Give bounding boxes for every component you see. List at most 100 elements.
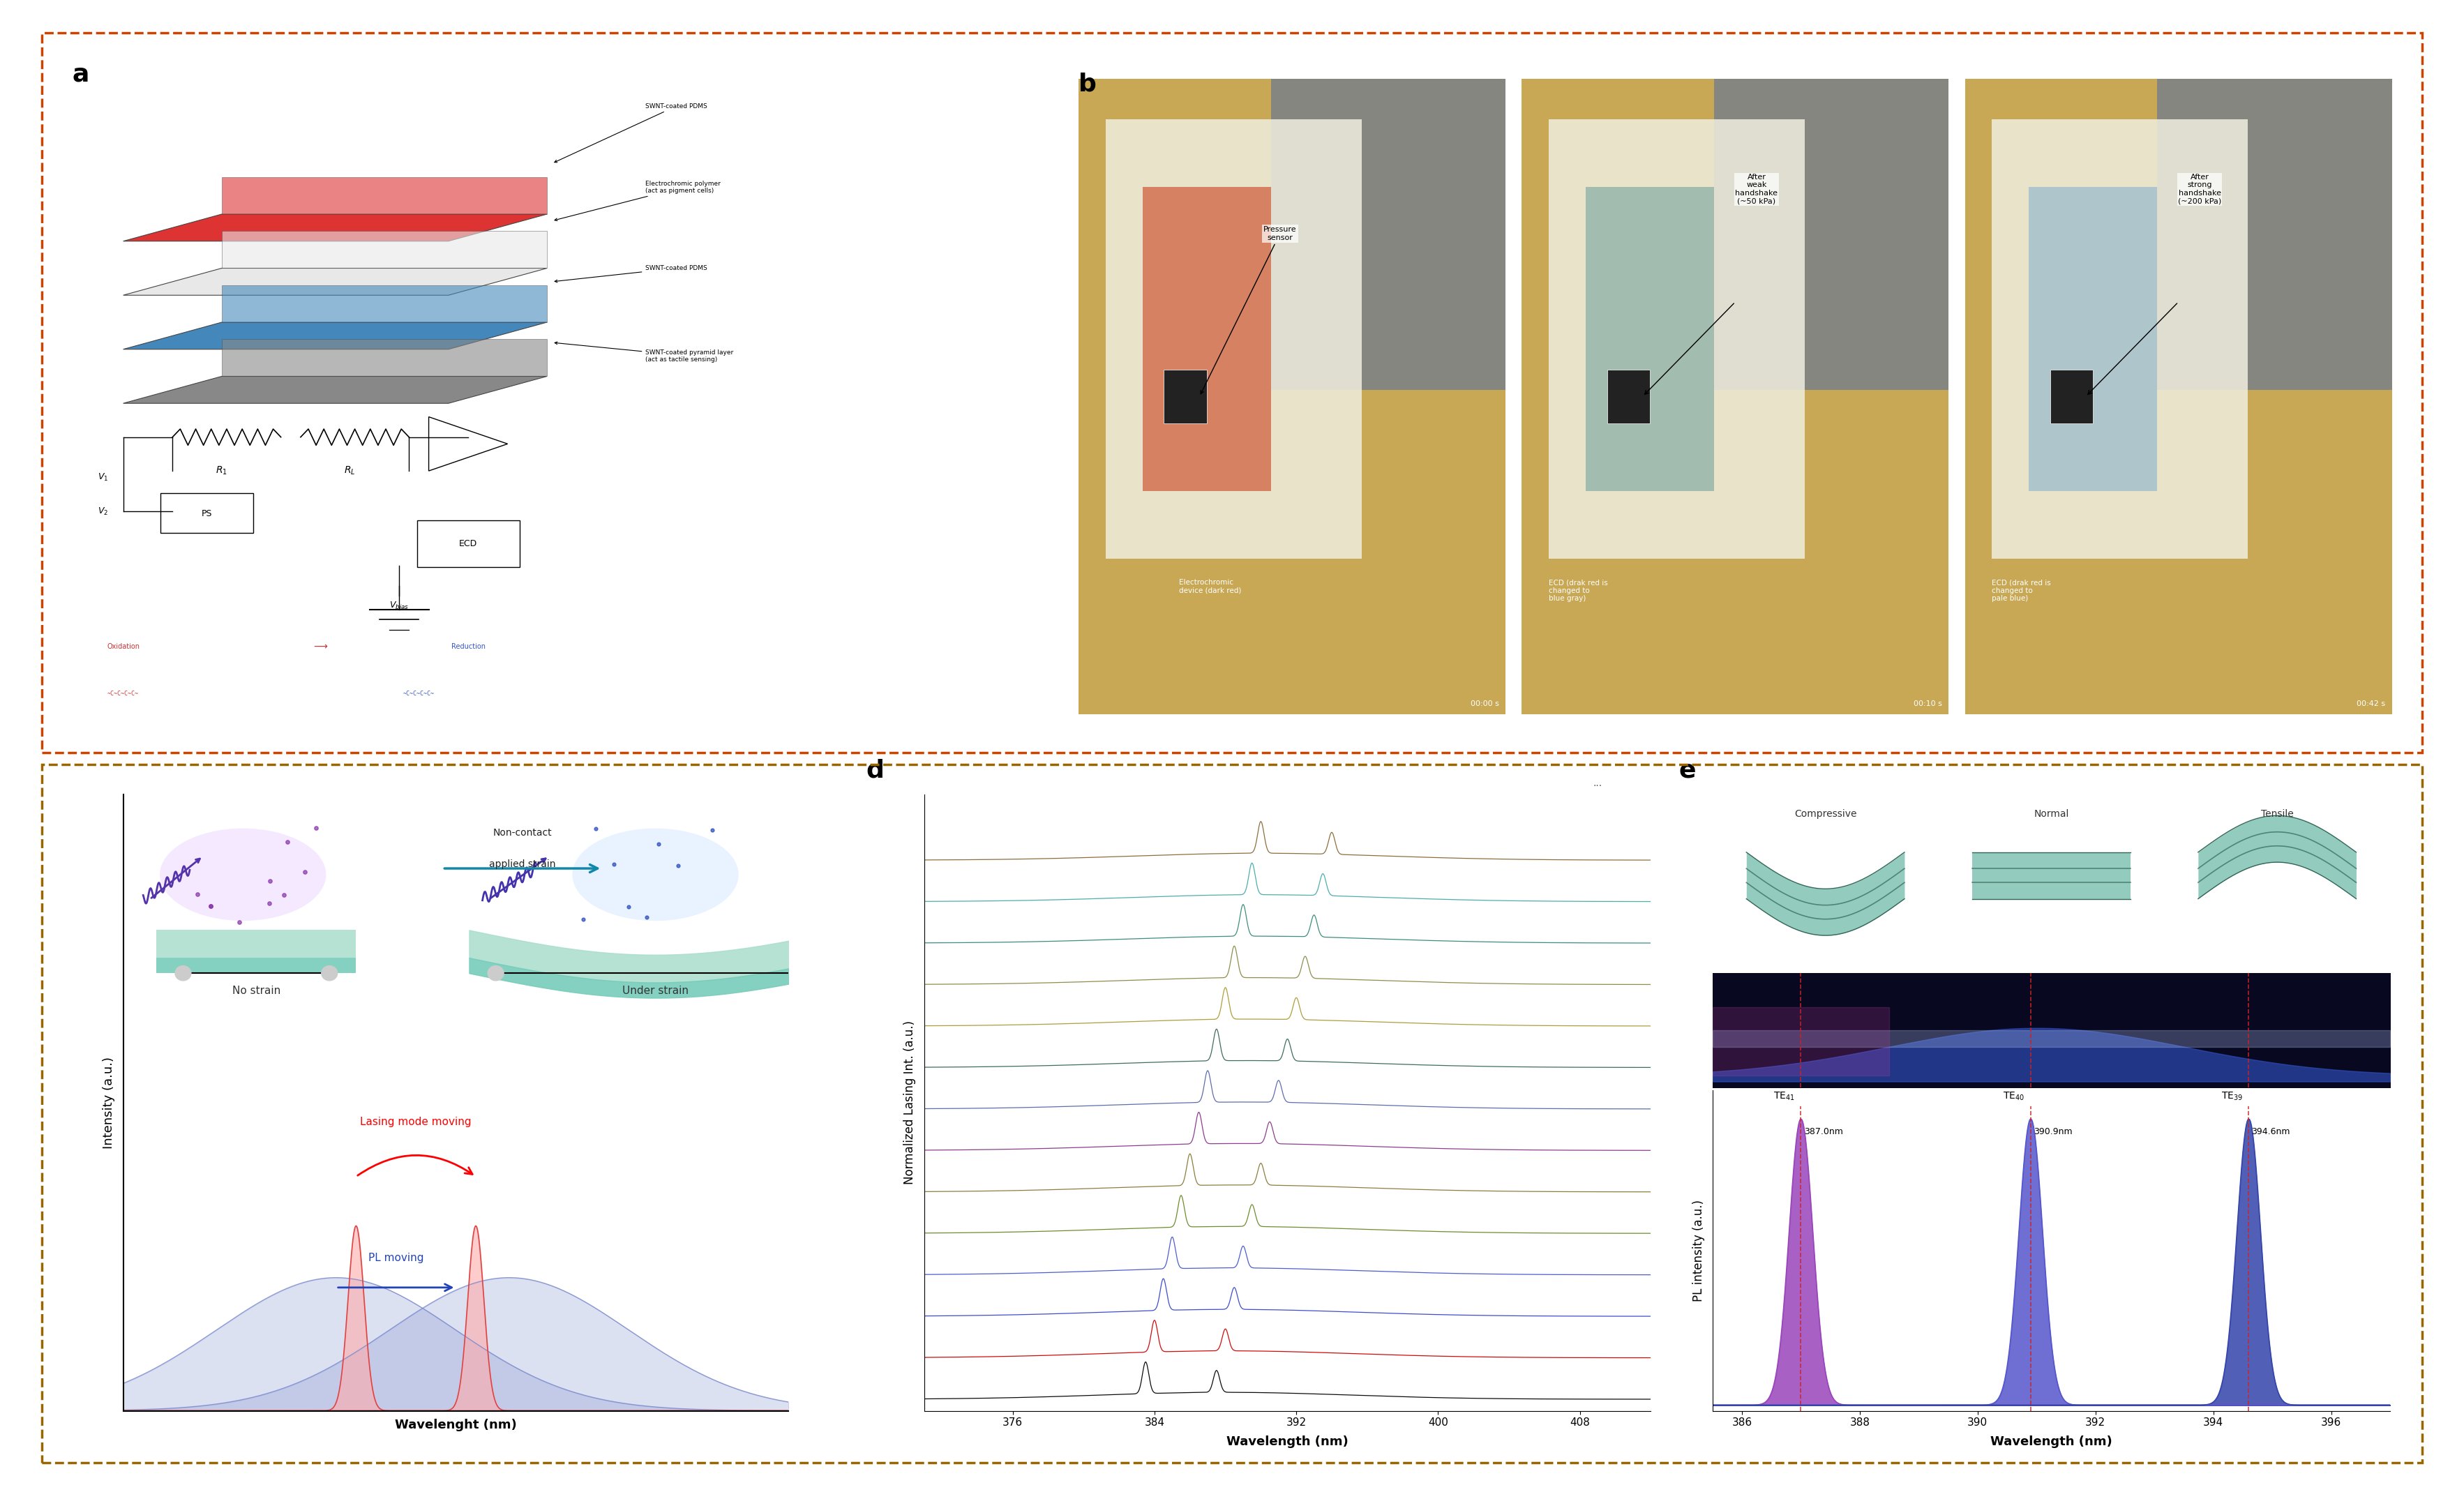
Text: applied strain: applied strain: [488, 860, 557, 869]
Text: 390.9nm: 390.9nm: [2033, 1127, 2072, 1136]
Bar: [1547, 120, 1804, 558]
Bar: [1715, 79, 1949, 389]
Text: After
weak
handshake
(~50 kPa): After weak handshake (~50 kPa): [1735, 174, 1779, 205]
Text: Compressive: Compressive: [1794, 809, 1858, 818]
Text: $\mathregular{TE}_{\mathregular{40}}$: $\mathregular{TE}_{\mathregular{40}}$: [2003, 1090, 2025, 1102]
Text: 00:10 s: 00:10 s: [1915, 701, 1942, 707]
Polygon shape: [222, 339, 547, 376]
Text: PL moving: PL moving: [367, 1252, 424, 1262]
Bar: [1106, 120, 1363, 558]
Point: [249, 869, 288, 892]
Text: e: e: [1678, 759, 1695, 783]
Point: [577, 817, 616, 841]
Text: a: a: [71, 62, 89, 86]
Text: SWNT-coated PDMS: SWNT-coated PDMS: [554, 264, 707, 282]
Point: [594, 852, 633, 876]
Text: ECD (drak red is
changed to
blue gray): ECD (drak red is changed to blue gray): [1547, 579, 1607, 601]
Y-axis label: Intensity (a.u.): Intensity (a.u.): [103, 1056, 116, 1149]
Text: Electrochromic polymer
(act as pigment cells): Electrochromic polymer (act as pigment c…: [554, 180, 722, 221]
Text: 00:42 s: 00:42 s: [2356, 701, 2385, 707]
Text: Electrochromic
device (dark red): Electrochromic device (dark red): [1180, 579, 1242, 594]
Polygon shape: [123, 214, 547, 241]
Text: Tensile: Tensile: [2262, 809, 2294, 818]
Text: ~C~C~C~C~: ~C~C~C~C~: [108, 691, 138, 696]
Text: SWNT-coated PDMS: SWNT-coated PDMS: [554, 102, 707, 162]
Polygon shape: [123, 269, 547, 296]
Polygon shape: [123, 376, 547, 404]
Text: SWNT-coated pyramid layer
(act as tactile sensing): SWNT-coated pyramid layer (act as tactil…: [554, 342, 734, 362]
Text: PS: PS: [202, 509, 212, 518]
Point: [219, 910, 259, 934]
Text: After
strong
handshake
(~200 kPa): After strong handshake (~200 kPa): [2178, 174, 2223, 205]
Text: Reduction: Reduction: [451, 643, 485, 650]
Text: Under strain: Under strain: [623, 986, 687, 996]
Text: ~C~C~C~C~: ~C~C~C~C~: [404, 691, 434, 696]
Point: [638, 832, 678, 855]
Text: Oxidation: Oxidation: [106, 643, 140, 650]
Bar: [1587, 187, 1715, 492]
FancyBboxPatch shape: [160, 493, 254, 533]
Bar: [1143, 187, 1271, 492]
Ellipse shape: [572, 829, 739, 921]
Point: [190, 894, 229, 918]
Text: 387.0nm: 387.0nm: [1804, 1127, 1843, 1136]
Bar: [1607, 370, 1651, 423]
Text: ECD: ECD: [458, 539, 478, 548]
Point: [249, 891, 288, 915]
Y-axis label: PL intensity (a.u.): PL intensity (a.u.): [1693, 1200, 1705, 1301]
Bar: [1964, 79, 2393, 714]
Circle shape: [488, 965, 503, 980]
X-axis label: Wavelength (nm): Wavelength (nm): [1991, 1436, 2112, 1448]
Text: ...: ...: [1592, 778, 1602, 789]
Text: $R_L$: $R_L$: [345, 465, 355, 477]
Text: $R_1$: $R_1$: [217, 465, 227, 477]
Text: $V_{bias}$: $V_{bias}$: [389, 601, 409, 612]
Text: $\mathregular{TE}_{\mathregular{39}}$: $\mathregular{TE}_{\mathregular{39}}$: [2220, 1090, 2242, 1102]
Point: [626, 906, 665, 930]
Point: [692, 818, 732, 842]
Y-axis label: Normalized Lasing Int. (a.u.): Normalized Lasing Int. (a.u.): [904, 1020, 917, 1185]
Bar: [2028, 187, 2156, 492]
Point: [264, 884, 303, 907]
Text: $\mathregular{TE}_{\mathregular{41}}$: $\mathregular{TE}_{\mathregular{41}}$: [1774, 1090, 1794, 1102]
Text: Normal: Normal: [2033, 809, 2070, 818]
Point: [658, 854, 697, 878]
Polygon shape: [429, 417, 508, 471]
Circle shape: [175, 965, 192, 980]
Bar: [1523, 79, 1949, 714]
Text: Non-contact: Non-contact: [493, 827, 552, 838]
Circle shape: [320, 965, 338, 980]
Text: Pressure
sensor: Pressure sensor: [1200, 226, 1296, 394]
Bar: [1271, 79, 1506, 389]
Polygon shape: [123, 322, 547, 349]
Polygon shape: [222, 285, 547, 322]
Bar: [1991, 120, 2247, 558]
Point: [190, 894, 229, 918]
FancyBboxPatch shape: [416, 520, 520, 567]
Point: [286, 860, 325, 884]
Ellipse shape: [160, 829, 325, 921]
Text: No strain: No strain: [232, 986, 281, 996]
Point: [564, 907, 604, 931]
Circle shape: [793, 965, 811, 980]
X-axis label: Wavelength (nm): Wavelength (nm): [1227, 1436, 1348, 1448]
Point: [269, 830, 308, 854]
Text: ⟶: ⟶: [313, 642, 328, 652]
Text: $V_2$: $V_2$: [99, 506, 108, 517]
Point: [296, 817, 335, 841]
Polygon shape: [222, 177, 547, 214]
Bar: [1163, 370, 1207, 423]
Bar: [1079, 79, 1506, 714]
Point: [609, 895, 648, 919]
Text: 394.6nm: 394.6nm: [2252, 1127, 2292, 1136]
Text: b: b: [1079, 73, 1096, 97]
Text: $V_1$: $V_1$: [99, 472, 108, 483]
Polygon shape: [222, 232, 547, 269]
X-axis label: Wavelenght (nm): Wavelenght (nm): [394, 1418, 517, 1432]
Bar: [2050, 370, 2092, 423]
Text: ECD (drak red is
changed to
pale blue): ECD (drak red is changed to pale blue): [1991, 579, 2050, 601]
Point: [177, 882, 217, 906]
Text: Lasing mode moving: Lasing mode moving: [360, 1117, 471, 1127]
Bar: [2156, 79, 2393, 389]
Text: 00:00 s: 00:00 s: [1471, 701, 1498, 707]
